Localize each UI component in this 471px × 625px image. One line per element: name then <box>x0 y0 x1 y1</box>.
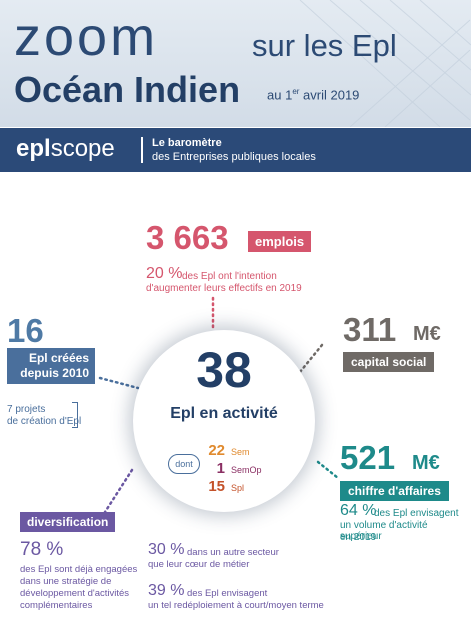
t78-line-1: des Epl sont déjà engagées <box>20 564 138 575</box>
ca-text-3: en 2019 <box>340 532 377 543</box>
center-circle <box>133 330 315 512</box>
emplois-value: 3 663 <box>146 219 229 256</box>
creees-label-1: Epl créées <box>28 351 89 365</box>
barometre-subtitle: des Entreprises publiques locales <box>152 151 316 163</box>
semop-label: SemOp <box>231 465 262 475</box>
t78-line-3: développement d'activités <box>20 588 130 599</box>
creees-label-2: depuis 2010 <box>20 366 89 380</box>
projets-text-1: 7 projets <box>7 404 46 415</box>
header-banner <box>0 0 471 127</box>
spl-count: 15 <box>208 478 225 495</box>
ca-text-2: un volume d'activité supérieur <box>340 520 428 542</box>
emplois-pct: 20 % <box>146 265 183 282</box>
logo-bold: epl <box>16 135 51 162</box>
emplois-badge: emplois <box>248 231 312 252</box>
t39-line-1: des Epl envisagent <box>187 588 268 599</box>
t30-line-2: que leur cœur de métier <box>148 559 250 570</box>
ca-badge: chiffre d'affaires <box>340 481 449 501</box>
eplscope-bar <box>0 128 471 172</box>
ca-pct: 64 % <box>340 502 377 519</box>
emplois-text-2: d'augmenter leurs effectifs en 2019 <box>146 283 302 294</box>
creees-value: 16 <box>7 312 44 349</box>
date-sup: er <box>292 87 300 96</box>
ca-value: 521 <box>340 439 396 476</box>
projets-text-2: de création d'Epl <box>7 416 82 427</box>
connector-ca <box>316 460 340 480</box>
spl-label: Spl <box>231 483 245 493</box>
creees-badge: Epl créées depuis 2010 <box>7 348 95 384</box>
t78-line-2: dans une stratégie de <box>20 576 112 587</box>
pct-78: 78 % <box>20 539 64 560</box>
logo-light: scope <box>50 135 115 162</box>
eplscope-logo: eplscope <box>16 137 115 161</box>
capital-unit: M€ <box>413 323 441 345</box>
header-pattern <box>299 0 471 127</box>
capital-badge: capital social <box>343 352 435 372</box>
t30-line-1: dans un autre secteur <box>187 547 279 558</box>
title-zoom: zoom <box>14 7 159 67</box>
diversification-badge: diversification <box>20 512 116 532</box>
t78-line-4: complémentaires <box>20 600 93 611</box>
capital-value: 311 <box>343 311 397 348</box>
date-label: au 1er avril 2019 <box>267 87 359 102</box>
title-region: Océan Indien <box>14 69 241 110</box>
emplois-text-1: des Epl ont l'intention <box>182 271 277 282</box>
date-suffix: avril 2019 <box>299 87 360 103</box>
sem-label: Sem <box>231 447 250 457</box>
semop-count: 1 <box>216 460 225 477</box>
projets-bracket <box>72 402 78 428</box>
sem-count: 22 <box>208 442 225 459</box>
dont-pill: dont <box>168 454 200 474</box>
bar-separator <box>141 137 143 163</box>
t39-line-2: un tel redéploiement à court/moyen terme <box>148 600 324 611</box>
barometre-title: Le baromètre <box>152 137 222 149</box>
ca-unit: M€ <box>412 452 440 474</box>
connector-diversification <box>103 468 134 514</box>
center-label: Epl en activité <box>170 405 278 422</box>
connector-capital <box>298 343 324 374</box>
title-sur-les-epl: sur les Epl <box>252 28 397 63</box>
connector-creees <box>98 376 140 390</box>
pct-39: 39 % <box>148 582 185 599</box>
date-prefix: au 1 <box>267 87 293 103</box>
center-value: 38 <box>196 342 252 398</box>
pct-30: 30 % <box>148 541 185 558</box>
ca-text-1: des Epl envisagent <box>374 508 459 519</box>
